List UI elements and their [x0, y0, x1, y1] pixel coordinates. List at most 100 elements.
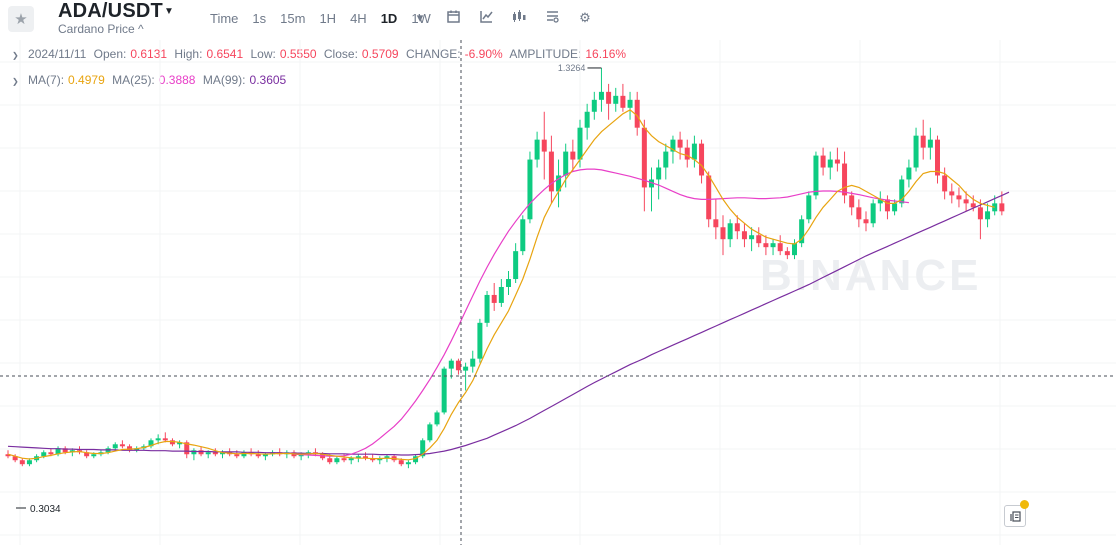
interval-4h[interactable]: 4H	[350, 11, 367, 26]
candle-body	[498, 286, 504, 303]
settings-gear-icon[interactable]: ⚙	[579, 10, 591, 25]
collapse-chevron-icon[interactable]: ❯	[12, 51, 19, 60]
candle-body	[84, 452, 90, 457]
layout-icon[interactable]	[542, 10, 562, 26]
interval-1h[interactable]: 1H	[319, 11, 337, 26]
candle-body	[348, 458, 354, 461]
candle-body	[777, 243, 783, 252]
ma-collapse-chevron-icon[interactable]: ❯	[12, 77, 19, 86]
annotations: 1.3264 0.3034	[16, 63, 602, 515]
price-chart[interactable]: BINANCE 1.3264 0.3034	[0, 40, 1116, 545]
candle-body	[370, 458, 376, 461]
low-label: Low:	[250, 47, 276, 61]
candle-body	[641, 127, 647, 188]
chart-header: ★ ADA/USDT ▼ Cardano Price ^ Time 1s 15m…	[0, 0, 1116, 40]
candle-body	[570, 151, 576, 160]
candle-body	[913, 135, 919, 168]
candle-body	[884, 199, 890, 212]
candle-body	[899, 179, 905, 204]
candle-body	[606, 91, 612, 104]
change-label: CHANGE:	[405, 47, 461, 61]
candle-body	[363, 456, 368, 459]
candle-body	[827, 159, 833, 168]
more-intervals-icon[interactable]: ▾	[416, 10, 424, 25]
interval-1w[interactable]: 1W	[411, 11, 431, 26]
candle-body	[434, 412, 440, 425]
ma25-value: 0.3888	[158, 73, 196, 87]
candle-body	[849, 195, 855, 208]
candle-body	[749, 235, 755, 240]
close-label: Close:	[323, 47, 358, 61]
max-price-label: 1.3264	[558, 63, 586, 73]
candle-body	[470, 358, 476, 367]
symbol-subtitle[interactable]: Cardano Price ^	[58, 22, 144, 36]
candle-body	[613, 95, 619, 104]
watermark-logo: BINANCE	[760, 251, 981, 300]
interval-15m[interactable]: 15m	[280, 11, 306, 26]
candle-body	[148, 440, 154, 447]
candle-body	[334, 458, 340, 463]
candle-body	[298, 454, 304, 457]
candle-body	[48, 452, 54, 455]
candle-body	[377, 458, 383, 461]
candle-body	[870, 203, 876, 224]
candle-body	[556, 175, 562, 192]
candle-body	[448, 360, 454, 369]
candle-body	[956, 195, 962, 200]
candle-body	[927, 139, 933, 148]
candle-body	[706, 175, 712, 220]
moving-averages	[7, 109, 1010, 461]
candle-body	[520, 219, 526, 252]
candle-body	[527, 159, 533, 220]
favorite-star-icon[interactable]: ★	[8, 6, 34, 32]
candle-body	[341, 458, 347, 461]
ma99-line	[7, 191, 1010, 456]
candle-body	[463, 366, 469, 371]
notification-dot	[1020, 500, 1029, 509]
candle-body	[162, 438, 168, 441]
ma-legend: ❯ MA(7): 0.4979 MA(25): 0.3888 MA(99): 0.36…	[12, 73, 290, 87]
candle-body	[591, 99, 597, 112]
candle-body	[999, 203, 1005, 212]
candle-body	[41, 452, 47, 457]
ma25-label: MA(25):	[112, 73, 155, 87]
candle-body	[212, 452, 218, 455]
candle-body	[806, 195, 812, 220]
candle-body	[820, 155, 826, 168]
candle-body	[720, 227, 726, 240]
candle-type-icon[interactable]	[509, 10, 529, 26]
candle-body	[69, 450, 75, 453]
candle-body	[892, 203, 898, 212]
candle-body	[663, 151, 669, 168]
candle-body	[656, 167, 662, 180]
candle-body	[563, 151, 569, 176]
candle-body	[834, 159, 840, 164]
candle-body	[405, 462, 411, 465]
candle-body	[62, 448, 68, 453]
candle-body	[262, 454, 268, 457]
candle-body	[191, 450, 197, 455]
candle-body	[420, 440, 426, 457]
candle-body	[598, 91, 604, 100]
notes-button[interactable]	[1004, 505, 1026, 527]
symbol-dropdown-icon[interactable]: ▼	[164, 6, 174, 17]
low-value: 0.5550	[279, 47, 317, 61]
candle-body	[169, 440, 175, 445]
indicator-icon[interactable]	[476, 10, 496, 26]
interval-1d[interactable]: 1D	[380, 11, 398, 26]
candle-body	[691, 143, 697, 160]
calendar-icon[interactable]	[443, 10, 463, 26]
interval-1s[interactable]: 1s	[252, 11, 267, 26]
candle-body	[649, 179, 654, 188]
interval-selector: Time 1s 15m 1H 4H 1D 1W	[210, 11, 445, 26]
candle-body	[963, 199, 969, 204]
candle-body	[177, 442, 183, 445]
candle-body	[842, 163, 848, 196]
candle-body	[355, 456, 361, 459]
candle-body	[784, 251, 790, 256]
high-label: High:	[174, 47, 203, 61]
candle-body	[856, 207, 862, 220]
symbol-name[interactable]: ADA/USDT	[58, 0, 163, 22]
candle-body	[992, 203, 998, 212]
interval-time[interactable]: Time	[210, 11, 239, 26]
